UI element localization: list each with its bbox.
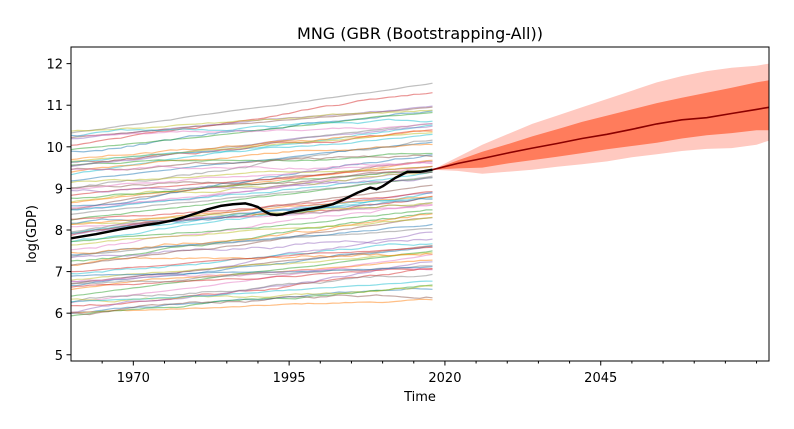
background-series-line xyxy=(70,177,433,221)
background-series-line xyxy=(70,171,433,189)
background-series-line xyxy=(70,280,433,303)
background-series-line xyxy=(70,238,433,259)
y-tick-label: 6 xyxy=(55,307,63,322)
y-tick-label: 10 xyxy=(46,141,63,156)
x-axis: 1970 1995 2020 2045 xyxy=(101,361,758,386)
background-series-line xyxy=(70,217,433,266)
y-axis-title: log(GDP) xyxy=(25,205,40,263)
background-series-line xyxy=(70,123,433,137)
plot-frame xyxy=(70,46,770,362)
background-series-line xyxy=(70,118,433,137)
background-series-line xyxy=(71,171,433,211)
forecast-group xyxy=(432,63,770,174)
chart-title: MNG (GBR (Bootstrapping-All)) xyxy=(297,24,543,43)
highlight-series-line xyxy=(70,168,433,240)
background-series-line xyxy=(70,197,433,224)
background-series-line xyxy=(70,266,433,277)
background-series-line xyxy=(70,130,433,161)
y-tick-label: 12 xyxy=(46,58,63,73)
x-tick-label: 1995 xyxy=(273,371,306,386)
background-series-line xyxy=(70,268,433,288)
background-series-line xyxy=(70,92,433,146)
background-series-line xyxy=(70,246,433,273)
background-series-line xyxy=(71,191,433,220)
background-series-line xyxy=(71,161,433,171)
background-series-line xyxy=(70,204,433,228)
background-series-line xyxy=(70,152,433,166)
background-series-line xyxy=(70,273,433,303)
background-series-line xyxy=(70,209,433,242)
background-series-line xyxy=(70,252,433,281)
highlight-series-group xyxy=(70,168,433,240)
background-series-line xyxy=(70,294,433,316)
background-series-line xyxy=(70,268,433,307)
background-series-line xyxy=(70,143,433,173)
y-tick-label: 11 xyxy=(46,99,63,114)
forecast-inner-band xyxy=(432,80,769,170)
x-tick-label: 1970 xyxy=(117,371,150,386)
background-series-line xyxy=(70,159,433,204)
x-tick-label: 2020 xyxy=(428,371,461,386)
background-series-group xyxy=(70,82,433,317)
background-series-line xyxy=(70,228,433,257)
background-series-line xyxy=(70,176,433,193)
background-series-line xyxy=(70,133,433,163)
x-tick-label: 2045 xyxy=(584,371,617,386)
background-series-line xyxy=(70,175,433,215)
background-series-line xyxy=(70,196,433,226)
y-tick-label: 7 xyxy=(55,266,63,281)
background-series-line xyxy=(70,165,433,184)
background-series-line xyxy=(70,204,433,251)
y-tick-label: 8 xyxy=(55,224,63,239)
background-series-line xyxy=(70,216,433,246)
background-series-line xyxy=(70,161,433,190)
background-series-line xyxy=(70,109,433,132)
forecast-median-line xyxy=(432,106,770,171)
y-axis: 5 6 7 8 9 10 11 12 xyxy=(46,58,71,364)
background-series-line xyxy=(71,298,433,314)
y-tick-label: 9 xyxy=(55,182,63,197)
background-series-line xyxy=(70,284,433,317)
background-series-line xyxy=(70,82,433,134)
x-axis-title: Time xyxy=(403,390,436,405)
y-tick-label: 5 xyxy=(55,349,63,364)
background-series-line xyxy=(70,213,433,255)
